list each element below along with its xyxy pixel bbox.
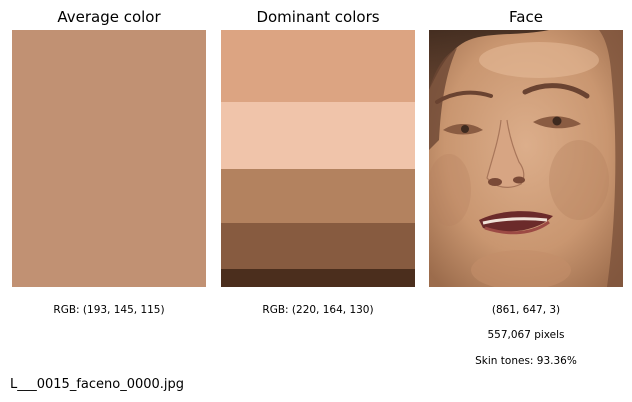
- dominant-color-stripe: [221, 102, 415, 169]
- dominant-color-rgb-caption: RGB: (220, 164, 130): [262, 304, 374, 316]
- dominant-color-stripe: [221, 30, 415, 102]
- dominant-colors-title: Dominant colors: [256, 8, 380, 26]
- face-title: Face: [509, 8, 543, 26]
- dominant-color-stripe: [221, 269, 415, 287]
- skin-tone-percentage-caption: Skin tones: 93.36%: [475, 355, 577, 367]
- face-image: [429, 30, 623, 287]
- face-pixel-count-caption: 557,067 pixels: [487, 329, 565, 341]
- dominant-colors-stack: [221, 30, 415, 287]
- face-shape-caption: (861, 647, 3): [491, 304, 561, 316]
- average-color-title: Average color: [57, 8, 161, 26]
- dominant-color-stripe: [221, 169, 415, 223]
- image-filename: L___0015_faceno_0000.jpg: [10, 377, 185, 392]
- average-color-swatch: [12, 30, 206, 287]
- average-color-rgb-caption: RGB: (193, 145, 115): [53, 304, 165, 316]
- dominant-color-stripe: [221, 223, 415, 269]
